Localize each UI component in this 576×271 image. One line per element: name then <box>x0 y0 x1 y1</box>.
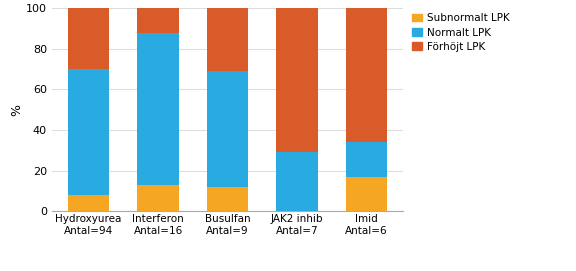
Bar <box>346 142 387 177</box>
Bar <box>346 177 387 211</box>
Bar <box>137 8 179 33</box>
Y-axis label: %: % <box>10 104 23 116</box>
Bar <box>207 71 248 187</box>
Bar <box>346 8 387 142</box>
Legend: Subnormalt LPK, Normalt LPK, Förhöjt LPK: Subnormalt LPK, Normalt LPK, Förhöjt LPK <box>412 13 509 52</box>
Bar <box>207 8 248 71</box>
Bar <box>68 8 109 69</box>
Bar <box>68 69 109 195</box>
Bar <box>137 185 179 211</box>
Bar <box>207 187 248 211</box>
Bar <box>137 33 179 185</box>
Bar <box>276 8 318 152</box>
Bar <box>276 152 318 211</box>
Bar <box>68 195 109 211</box>
